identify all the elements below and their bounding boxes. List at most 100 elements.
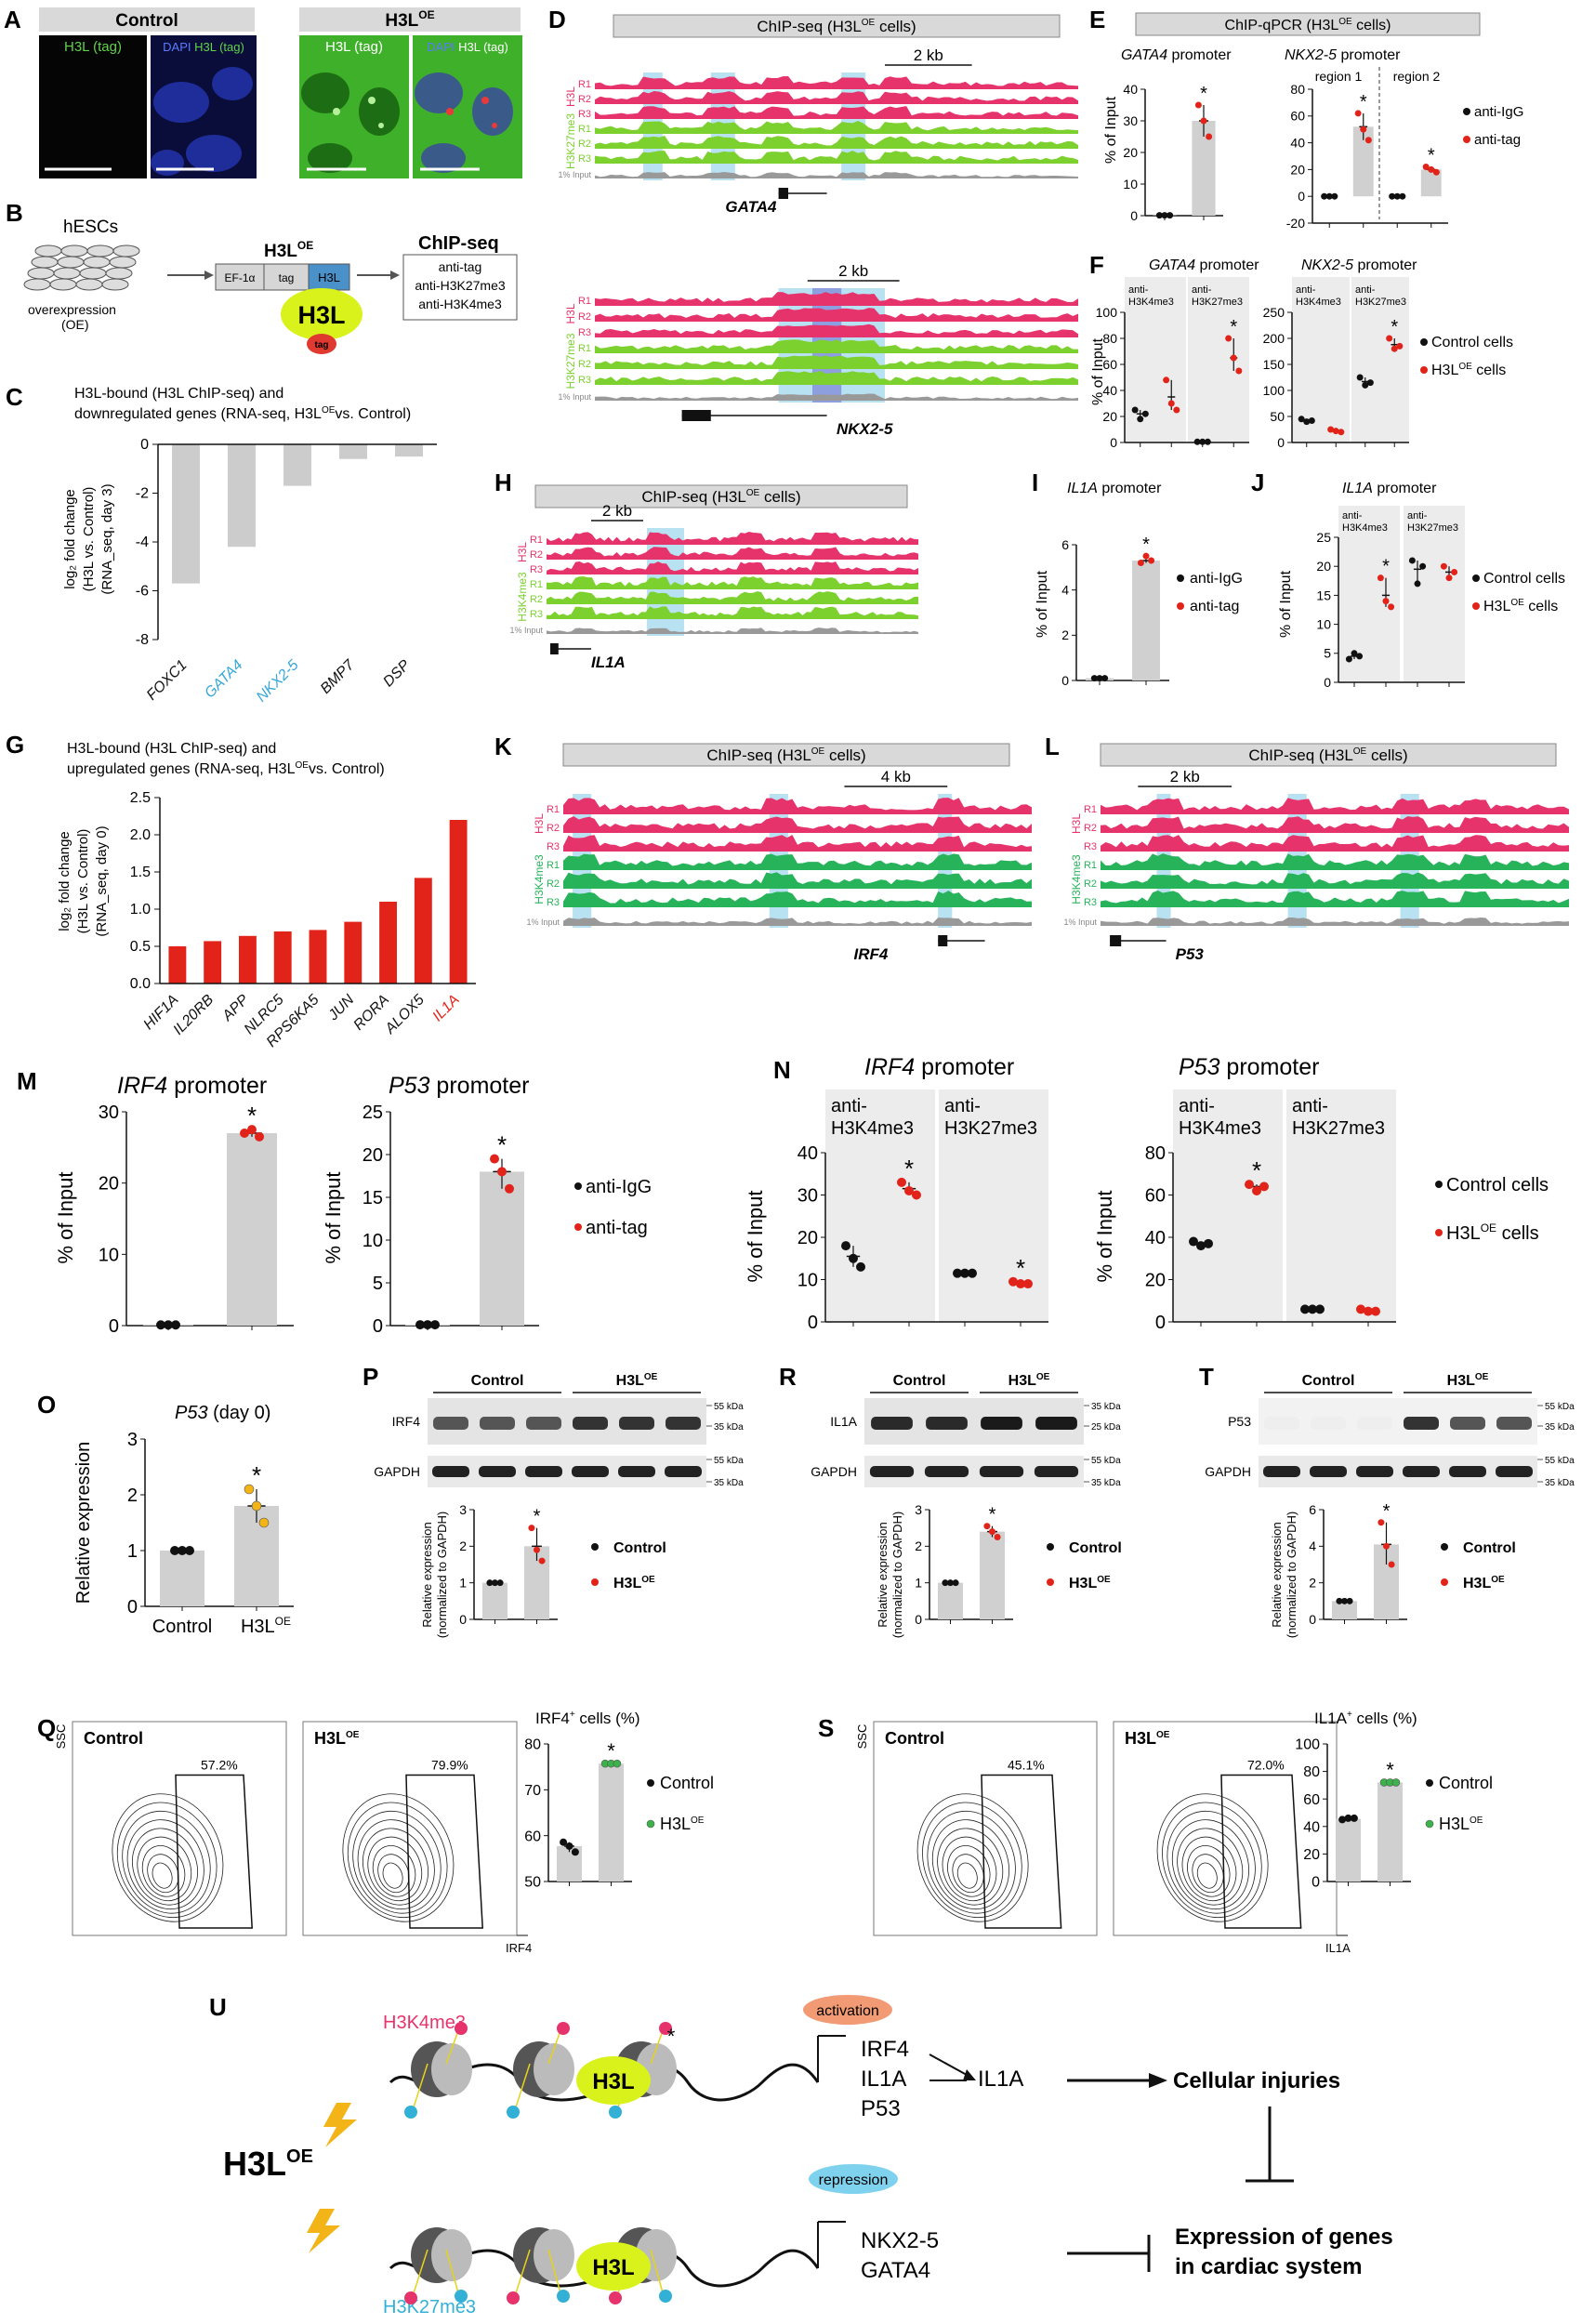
- significance-mark: *: [1386, 1758, 1394, 1781]
- contour-line: [1181, 1836, 1237, 1902]
- data-point: [1428, 165, 1435, 173]
- histone-mark: [659, 2290, 672, 2303]
- data-point: [538, 1557, 546, 1565]
- gapdh-band: [618, 1466, 655, 1477]
- y-tick-label: 80: [524, 1737, 541, 1753]
- y-tick-label: 0: [109, 1316, 119, 1337]
- plot-label: Control: [84, 1729, 143, 1748]
- y-tick-label: 80: [1145, 1143, 1166, 1164]
- contour-line: [952, 1854, 984, 1894]
- y-tick-label: 0: [915, 1612, 922, 1627]
- contour-line: [922, 1802, 1022, 1919]
- track-panel-K: ChIP-seq (H3LOE cells) 4 kb R1 R2 R3 R1 R2 R3 1%…: [526, 743, 1032, 963]
- svg-text:anti-: anti-: [1128, 284, 1149, 296]
- y-axis-label: (normalized to GAPDH): [1285, 1512, 1298, 1639]
- bar: [273, 931, 292, 984]
- protein-band: [1496, 1417, 1532, 1430]
- data-point: [1008, 1276, 1018, 1287]
- data-point: [912, 1190, 921, 1200]
- y-tick-label: 3: [915, 1502, 922, 1517]
- panel-E: ChIP-qPCR (H3LOE cells) GATA4 promoter N…: [1103, 12, 1523, 231]
- y-tick-label: 40: [1290, 136, 1305, 151]
- group-label: H3K4me3: [533, 854, 546, 905]
- coverage-track: [1101, 798, 1569, 814]
- data-point: [904, 1185, 914, 1195]
- data-point: [1196, 1241, 1206, 1251]
- contour-line: [937, 1828, 1004, 1906]
- data-point: [1137, 416, 1144, 423]
- contour-line: [1192, 1854, 1224, 1894]
- gate: [981, 1774, 1062, 1929]
- legend-dot: [1441, 1578, 1448, 1586]
- data-point: [1259, 1182, 1269, 1192]
- coverage-track: [595, 76, 1078, 89]
- y-tick-label: -2: [136, 486, 149, 502]
- legend-h3loe-main: H3L: [613, 1576, 641, 1591]
- svg-text:in cardiac system: in cardiac system: [1175, 2254, 1362, 2279]
- bar: [1378, 1782, 1403, 1882]
- kda-label: 35 kDa: [1091, 1402, 1121, 1412]
- panel-J: IL1A promoter anti-H3K4me3 anti-H3K27me3…: [1278, 481, 1565, 690]
- data-point: [1096, 675, 1103, 682]
- y-tick-label: 60: [1303, 1792, 1320, 1808]
- gapdh-band: [869, 1466, 915, 1477]
- svg-text:P53 promoter: P53 promoter: [389, 1073, 529, 1099]
- significance-mark: *: [247, 1102, 257, 1129]
- data-point: [1245, 1180, 1254, 1190]
- y-tick-label: 1: [459, 1576, 467, 1591]
- data-point: [1298, 416, 1305, 423]
- chart-I: 0 2 4 6 *: [1061, 535, 1169, 688]
- y-tick-label: 25: [1316, 530, 1331, 545]
- data-point: [178, 1546, 187, 1555]
- svg-text:Cellular injuries: Cellular injuries: [1173, 2068, 1340, 2093]
- svg-text:hESCs: hESCs: [63, 218, 118, 237]
- data-point: [942, 1579, 949, 1587]
- histone-mark: [404, 2106, 417, 2119]
- y-tick-label: 10: [1316, 617, 1331, 632]
- bar: [1420, 169, 1442, 197]
- coverage-track: [595, 308, 1078, 322]
- data-point: [1230, 354, 1237, 362]
- histone-tail: [412, 2063, 428, 2111]
- replicate-label: R2: [1084, 878, 1097, 890]
- gapdh-band: [1310, 1466, 1347, 1477]
- y-tick-label: 20: [1290, 162, 1305, 177]
- contour-line: [947, 1845, 991, 1897]
- histone-mark: [609, 2291, 622, 2304]
- chart-N2: 0 20 40 60 80 *: [1145, 1143, 1396, 1333]
- chart-O: 0 1 2 3 *: [127, 1430, 294, 1618]
- kda-label: 55 kDa: [1091, 1456, 1121, 1466]
- replicate-label: R1: [530, 535, 543, 546]
- y-tick-label: 80: [1303, 1764, 1320, 1780]
- letter-J: J: [1251, 469, 1264, 496]
- svg-text:log₂ fold change: log₂ fold change: [62, 489, 78, 589]
- data-point: [1382, 598, 1390, 605]
- contour-line: [1177, 1828, 1244, 1906]
- y-tick-label: 30: [798, 1186, 818, 1207]
- data-point: [1419, 562, 1427, 570]
- svg-text:log₂ fold change: log₂ fold change: [57, 831, 72, 931]
- bar: [1336, 1818, 1361, 1882]
- data-point: [849, 1253, 858, 1263]
- data-point: [856, 1261, 865, 1272]
- bar: [168, 946, 187, 984]
- track-header-end: cells): [1366, 746, 1407, 764]
- letter-S: S: [818, 1714, 834, 1742]
- lightning-top-icon: [323, 2103, 357, 2147]
- replicate-label: R1: [547, 804, 560, 815]
- contour-line: [956, 1862, 978, 1889]
- bar: [228, 444, 256, 548]
- protein-band: [480, 1417, 515, 1430]
- data-point: [560, 1838, 568, 1846]
- svg-text:anti-H3K27me3: anti-H3K27me3: [415, 278, 505, 293]
- input-label: 1% Input: [1063, 918, 1097, 927]
- legend-h3loe-sup: OE: [1470, 1816, 1483, 1826]
- y-tick-label: 0.5: [130, 939, 151, 955]
- data-point: [258, 1517, 270, 1528]
- svg-text:NKX2-5 promoter: NKX2-5 promoter: [1285, 47, 1401, 63]
- category-label: NKX2-5: [254, 657, 302, 706]
